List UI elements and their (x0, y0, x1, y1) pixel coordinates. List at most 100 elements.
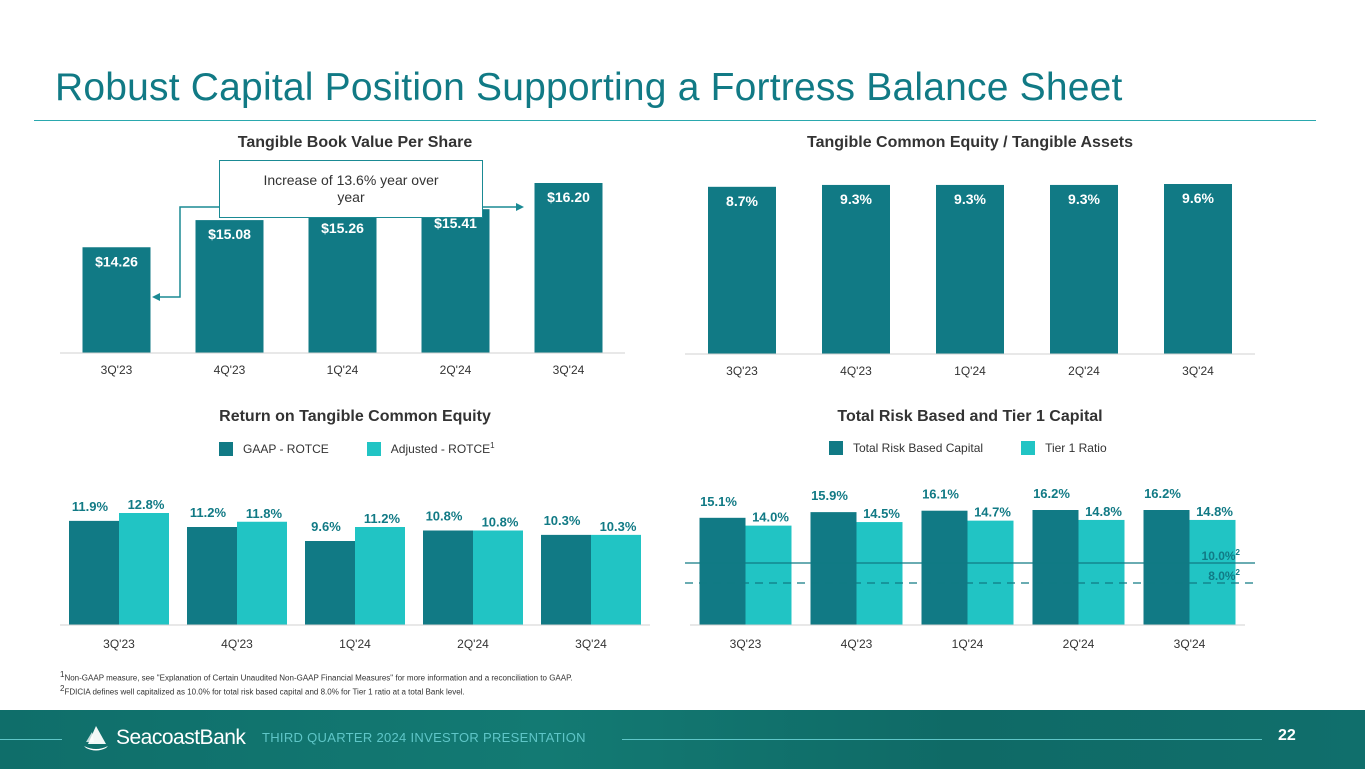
bar-series-2 (745, 525, 792, 625)
legend-item-tier1: Tier 1 Ratio (1021, 441, 1107, 455)
bar-series-1 (305, 541, 355, 625)
bar-value-label: 11.2% (364, 511, 401, 526)
footer-rule-left (0, 739, 62, 740)
arrowhead-right-icon (516, 203, 524, 211)
bar (1050, 184, 1118, 354)
x-tick-label: 1Q'24 (952, 637, 984, 651)
bar-value-label: 14.5% (863, 506, 900, 521)
x-tick-label: 4Q'23 (841, 637, 873, 651)
bar-value-label: 15.9% (811, 488, 848, 503)
bar-value-label: 14.8% (1085, 504, 1122, 519)
bar (1164, 184, 1232, 354)
x-tick-label: 3Q'24 (1174, 637, 1206, 651)
brand-logo: SeacoastBank (82, 724, 246, 752)
page-title: Robust Capital Position Supporting a For… (55, 66, 1123, 109)
rotce-chart-title: Return on Tangible Common Equity (219, 408, 491, 425)
x-tick-label: 3Q'23 (726, 364, 758, 378)
bar-value-label: 14.0% (752, 510, 789, 525)
x-tick-label: 3Q'24 (1182, 364, 1214, 378)
bar-value-label: 16.1% (922, 487, 959, 502)
bar-series-1 (1032, 510, 1079, 625)
bar-series-1 (69, 520, 119, 625)
bar (822, 184, 890, 354)
x-tick-label: 3Q'24 (575, 637, 607, 651)
bar-value-label: 11.9% (72, 499, 109, 514)
bar-series-2 (119, 513, 169, 625)
arrowhead-left-icon (152, 293, 160, 301)
bar-value-label: 9.6% (1182, 190, 1214, 206)
bar-value-label: $16.20 (547, 189, 590, 205)
bar-value-label: 16.2% (1144, 486, 1181, 501)
tce-ta-chart: 8.7% 3Q'23 9.3% 4Q'23 9.3% 1Q'24 9.3% 2Q'24 9.6%… (685, 184, 1255, 378)
x-tick-label: 2Q'24 (440, 363, 472, 377)
bar (421, 209, 490, 353)
footnotes: 1Non-GAAP measure, see "Explanation of C… (60, 670, 573, 697)
rotce-chart: 11.9% 12.8% 3Q'23 11.2% 11.8% 4Q'23 9.6% 11.2% 1… (60, 497, 650, 651)
legend-item-adjusted-rotce: Adjusted - ROTCE1 (366, 441, 495, 456)
bar-value-label: $14.26 (95, 253, 138, 269)
bar-value-label: 10.3% (600, 519, 637, 534)
bar-series-1 (921, 510, 968, 625)
bar-series-1 (699, 517, 746, 625)
legend-label-gaap-rotce: GAAP - ROTCE (243, 441, 329, 456)
footer-bar: SeacoastBank THIRD QUARTER 2024 INVESTOR… (0, 710, 1365, 769)
footnote-1: 1Non-GAAP measure, see "Explanation of C… (60, 670, 573, 683)
x-tick-label: 1Q'24 (327, 363, 359, 377)
legend-swatch-dark (219, 441, 233, 456)
bar-value-label: 11.8% (246, 506, 283, 521)
presentation-title: THIRD QUARTER 2024 INVESTOR PRESENTATION (262, 730, 586, 745)
bar (308, 214, 377, 353)
bar (82, 247, 151, 353)
x-tick-label: 3Q'23 (101, 363, 133, 377)
x-tick-label: 2Q'24 (1063, 637, 1095, 651)
sailboat-logo-icon (84, 726, 108, 751)
bar-value-label: 10.8% (426, 509, 463, 524)
x-tick-label: 3Q'24 (553, 363, 585, 377)
bar-series-2 (473, 530, 523, 625)
rotce-legend: GAAP - ROTCE Adjusted - ROTCE1 (219, 441, 495, 456)
x-tick-label: 1Q'24 (339, 637, 371, 651)
bar-series-2 (1189, 519, 1236, 625)
x-tick-label: 2Q'24 (457, 637, 489, 651)
bar-series-1 (1143, 510, 1190, 625)
footnote-2: 2FDICIA defines well capitalized as 10.0… (60, 683, 465, 697)
legend-item-total-risk: Total Risk Based Capital (829, 441, 983, 455)
x-tick-label: 4Q'23 (840, 364, 872, 378)
bar-value-label: 14.8% (1196, 504, 1233, 519)
footer-rule-right (622, 739, 1262, 740)
bar-value-label: 16.2% (1033, 486, 1070, 501)
bar-value-label: 9.6% (311, 519, 341, 534)
bar-series-2 (591, 534, 641, 625)
brand-name: SeacoastBank (116, 726, 246, 749)
risk-capital-legend: Total Risk Based Capital Tier 1 Ratio (829, 441, 1107, 455)
risk-capital-chart-title: Total Risk Based and Tier 1 Capital (837, 408, 1103, 425)
bar-series-1 (541, 534, 591, 625)
x-tick-label: 1Q'24 (954, 364, 986, 378)
bar-value-label: 12.8% (128, 497, 165, 512)
x-tick-label: 2Q'24 (1068, 364, 1100, 378)
bar-series-1 (810, 512, 857, 625)
bar-value-label: 14.7% (974, 505, 1011, 520)
callout-connector-left (158, 206, 219, 298)
bar (534, 183, 603, 353)
legend-label-tier1: Tier 1 Ratio (1045, 441, 1107, 455)
bar-series-1 (187, 527, 237, 625)
bar-series-2 (856, 522, 903, 625)
bar-series-2 (355, 527, 405, 625)
legend-item-gaap-rotce: GAAP - ROTCE (219, 441, 329, 456)
tbvps-chart: $14.26 3Q'23 $15.08 4Q'23 $15.26 1Q'24 $15.41 2… (60, 183, 625, 377)
page-number: 22 (1278, 727, 1296, 744)
bar-value-label: $15.08 (208, 226, 251, 242)
legend-swatch-dark (829, 441, 843, 455)
bar-value-label: 11.2% (190, 505, 227, 520)
risk-capital-chart: 15.1% 14.0% 3Q'23 15.9% 14.5% 4Q'23 16.1% 14.7%… (685, 486, 1255, 651)
x-tick-label: 4Q'23 (221, 637, 253, 651)
x-tick-label: 4Q'23 (214, 363, 246, 377)
bar-value-label: 9.3% (840, 191, 872, 207)
bar-series-2 (1078, 519, 1125, 625)
legend-swatch-light (366, 441, 381, 456)
legend-label-adjusted-rotce: Adjusted - ROTCE1 (390, 441, 495, 456)
bar-series-2 (967, 520, 1014, 625)
reference-line-label: 10.0%2 (1202, 548, 1241, 563)
bar-value-label: 9.3% (954, 191, 986, 207)
